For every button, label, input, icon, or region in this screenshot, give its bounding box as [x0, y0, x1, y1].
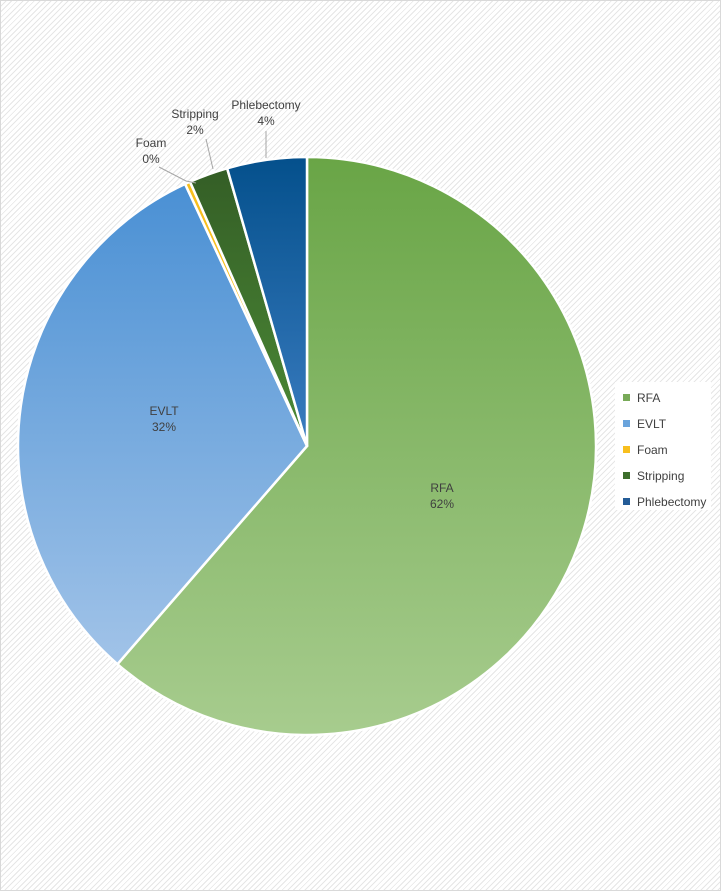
- slice-evlt: [16, 182, 309, 666]
- legend-label-stripping: Stripping: [637, 469, 685, 483]
- legend-item-rfa: RFA: [623, 391, 660, 405]
- legend: RFA EVLT Foam Stripping Phlebectomy: [615, 382, 711, 510]
- slice-rfa: [116, 155, 598, 737]
- leader-line-foam: [158, 166, 197, 184]
- data-label-percent-rfa: 62%: [430, 497, 454, 511]
- legend-swatch-foam: [623, 446, 630, 453]
- data-label-percent-foam: 0%: [142, 152, 160, 166]
- pie-slices: [16, 155, 598, 737]
- legend-label-phlebectomy: Phlebectomy: [637, 495, 707, 509]
- legend-item-foam: Foam: [623, 443, 668, 457]
- slice-phlebectomy: [225, 155, 309, 448]
- data-label-name-foam: Foam: [136, 136, 167, 150]
- data-labels: RFA 62% EVLT 32% Foam 0% Stripping 2% Phlebectom…: [136, 98, 455, 511]
- data-label-name-stripping: Stripping: [171, 107, 218, 121]
- data-label-name-evlt: EVLT: [149, 404, 179, 418]
- legend-item-phlebectomy: Phlebectomy: [623, 495, 706, 509]
- legend-swatch-evlt: [623, 420, 630, 427]
- legend-item-stripping: Stripping: [623, 469, 684, 483]
- legend-label-evlt: EVLT: [637, 417, 667, 431]
- legend-swatch-rfa: [623, 394, 630, 401]
- legend-swatch-stripping: [623, 472, 630, 479]
- legend-label-foam: Foam: [637, 443, 668, 457]
- legend-swatch-phlebectomy: [623, 498, 630, 505]
- leader-lines: [158, 131, 267, 184]
- data-label-name-phlebectomy: Phlebectomy: [231, 98, 300, 112]
- data-label-name-rfa: RFA: [430, 481, 453, 495]
- data-label-percent-evlt: 32%: [152, 420, 176, 434]
- legend-label-rfa: RFA: [637, 391, 661, 405]
- legend-item-evlt: EVLT: [623, 417, 666, 431]
- data-label-percent-phlebectomy: 4%: [257, 114, 275, 128]
- data-label-percent-stripping: 2%: [186, 123, 204, 137]
- leader-line-stripping: [205, 138, 214, 170]
